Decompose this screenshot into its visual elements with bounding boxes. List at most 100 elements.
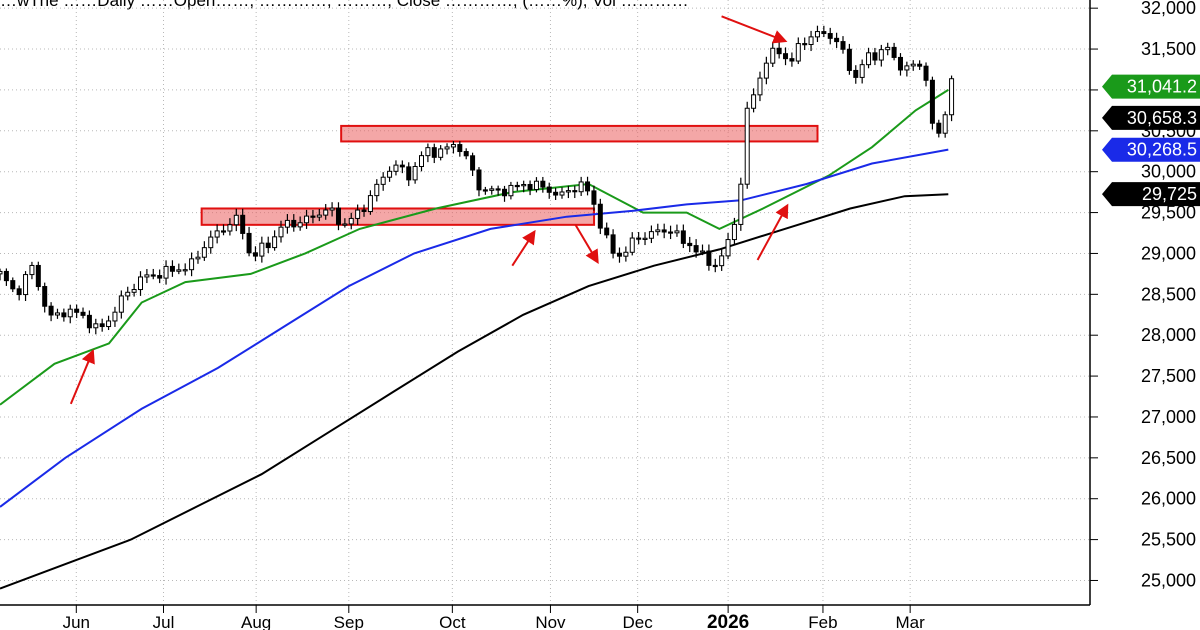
price-bar xyxy=(527,180,533,196)
price-bar-body xyxy=(374,183,380,197)
price-bar xyxy=(763,56,769,85)
price-bar xyxy=(393,160,399,176)
price-bar-body xyxy=(457,144,463,153)
price-bar-body xyxy=(533,180,539,191)
price-bar xyxy=(284,214,290,234)
price-bar xyxy=(252,246,258,262)
x-tick-label: Jul xyxy=(153,613,175,630)
price-bar-body xyxy=(840,41,846,50)
y-tick-label: 29,500 xyxy=(1141,203,1196,223)
price-bar-body xyxy=(399,164,405,168)
x-tick-label: Jun xyxy=(63,613,90,630)
price-bar-body xyxy=(623,251,629,257)
price-bar-body xyxy=(42,286,48,307)
price-bar-body xyxy=(502,188,508,197)
price-bar-body xyxy=(61,312,67,318)
x-tick-label: Nov xyxy=(535,613,566,630)
price-bar xyxy=(214,224,220,244)
price-label-text: 30,658.3 xyxy=(1127,108,1197,128)
price-bar-body xyxy=(923,65,929,81)
price-bar-body xyxy=(233,214,239,226)
price-bar-body xyxy=(176,269,182,272)
price-bar xyxy=(719,249,725,271)
price-bar xyxy=(476,167,482,197)
price-bar-body xyxy=(67,308,73,318)
price-bar-body xyxy=(897,56,903,71)
price-bar-body xyxy=(201,247,207,258)
price-bar-body xyxy=(329,207,335,211)
annotation-arrows xyxy=(69,15,789,405)
price-bar xyxy=(310,209,316,224)
price-bar-body xyxy=(48,305,54,316)
resistance-zone xyxy=(340,124,819,143)
price-bar xyxy=(131,283,137,297)
price-bar-body xyxy=(757,77,763,96)
price-bar-body xyxy=(54,312,60,316)
price-bar xyxy=(859,59,865,84)
price-bar xyxy=(776,41,782,59)
price-bar xyxy=(425,143,431,163)
price-bar-body xyxy=(265,242,271,249)
price-bar-body xyxy=(157,275,163,279)
price-bar xyxy=(189,252,195,277)
price-bar xyxy=(508,181,514,200)
price-bar xyxy=(744,101,750,189)
price-bar xyxy=(48,302,54,322)
y-tick-label: 31,500 xyxy=(1141,39,1196,59)
price-bar xyxy=(604,222,610,239)
price-bar-body xyxy=(891,46,897,58)
price-bar-body xyxy=(16,288,22,296)
price-bar xyxy=(751,88,757,113)
price-bar-body xyxy=(118,295,124,313)
price-bar xyxy=(54,308,60,319)
price-bar xyxy=(106,315,112,331)
price-bar xyxy=(125,286,131,301)
price-bar xyxy=(29,261,35,280)
price-bar xyxy=(450,141,456,154)
price-bar-body xyxy=(719,255,725,267)
price-bar xyxy=(917,60,923,70)
annotation-arrow xyxy=(756,203,789,261)
price-bar-body xyxy=(138,276,144,291)
price-bar-body xyxy=(80,311,86,316)
price-bar xyxy=(878,44,884,67)
price-bar-body xyxy=(827,33,833,39)
price-bar-body xyxy=(35,264,41,288)
price-bar-body xyxy=(482,189,488,192)
price-bar xyxy=(176,263,182,275)
price-bar xyxy=(795,37,801,65)
price-bar xyxy=(182,263,188,276)
price-bar-body xyxy=(450,144,456,148)
price-bar xyxy=(885,42,891,56)
price-bar-body xyxy=(106,320,112,328)
price-bar xyxy=(163,260,169,285)
price-bar-body xyxy=(604,227,610,236)
price-bar-body xyxy=(476,169,482,191)
price-bar-body xyxy=(367,195,373,213)
price-bar-body xyxy=(661,229,667,233)
price-bar xyxy=(221,224,227,236)
price-bar xyxy=(463,148,469,160)
price-bar xyxy=(112,306,118,327)
price-bar xyxy=(367,190,373,215)
price-bar xyxy=(342,218,348,228)
price-bar-body xyxy=(693,245,699,253)
price-bar xyxy=(201,241,207,261)
price-bar xyxy=(259,236,265,263)
price-bar xyxy=(680,224,686,249)
price-bar xyxy=(712,258,718,273)
price-bar xyxy=(470,152,476,177)
price-bar xyxy=(74,304,80,319)
price-bar-body xyxy=(648,231,654,239)
price-bar xyxy=(482,186,488,195)
price-bar-body xyxy=(751,94,757,109)
price-bar-body xyxy=(578,181,584,193)
price-bar-body xyxy=(885,46,891,51)
price-bar-body xyxy=(559,191,565,196)
price-bar-body xyxy=(86,314,92,329)
price-bar xyxy=(329,202,335,217)
price-bar xyxy=(700,244,706,256)
price-bar-body xyxy=(221,230,227,233)
price-bar-body xyxy=(125,291,131,297)
x-tick-label: Oct xyxy=(439,613,466,630)
